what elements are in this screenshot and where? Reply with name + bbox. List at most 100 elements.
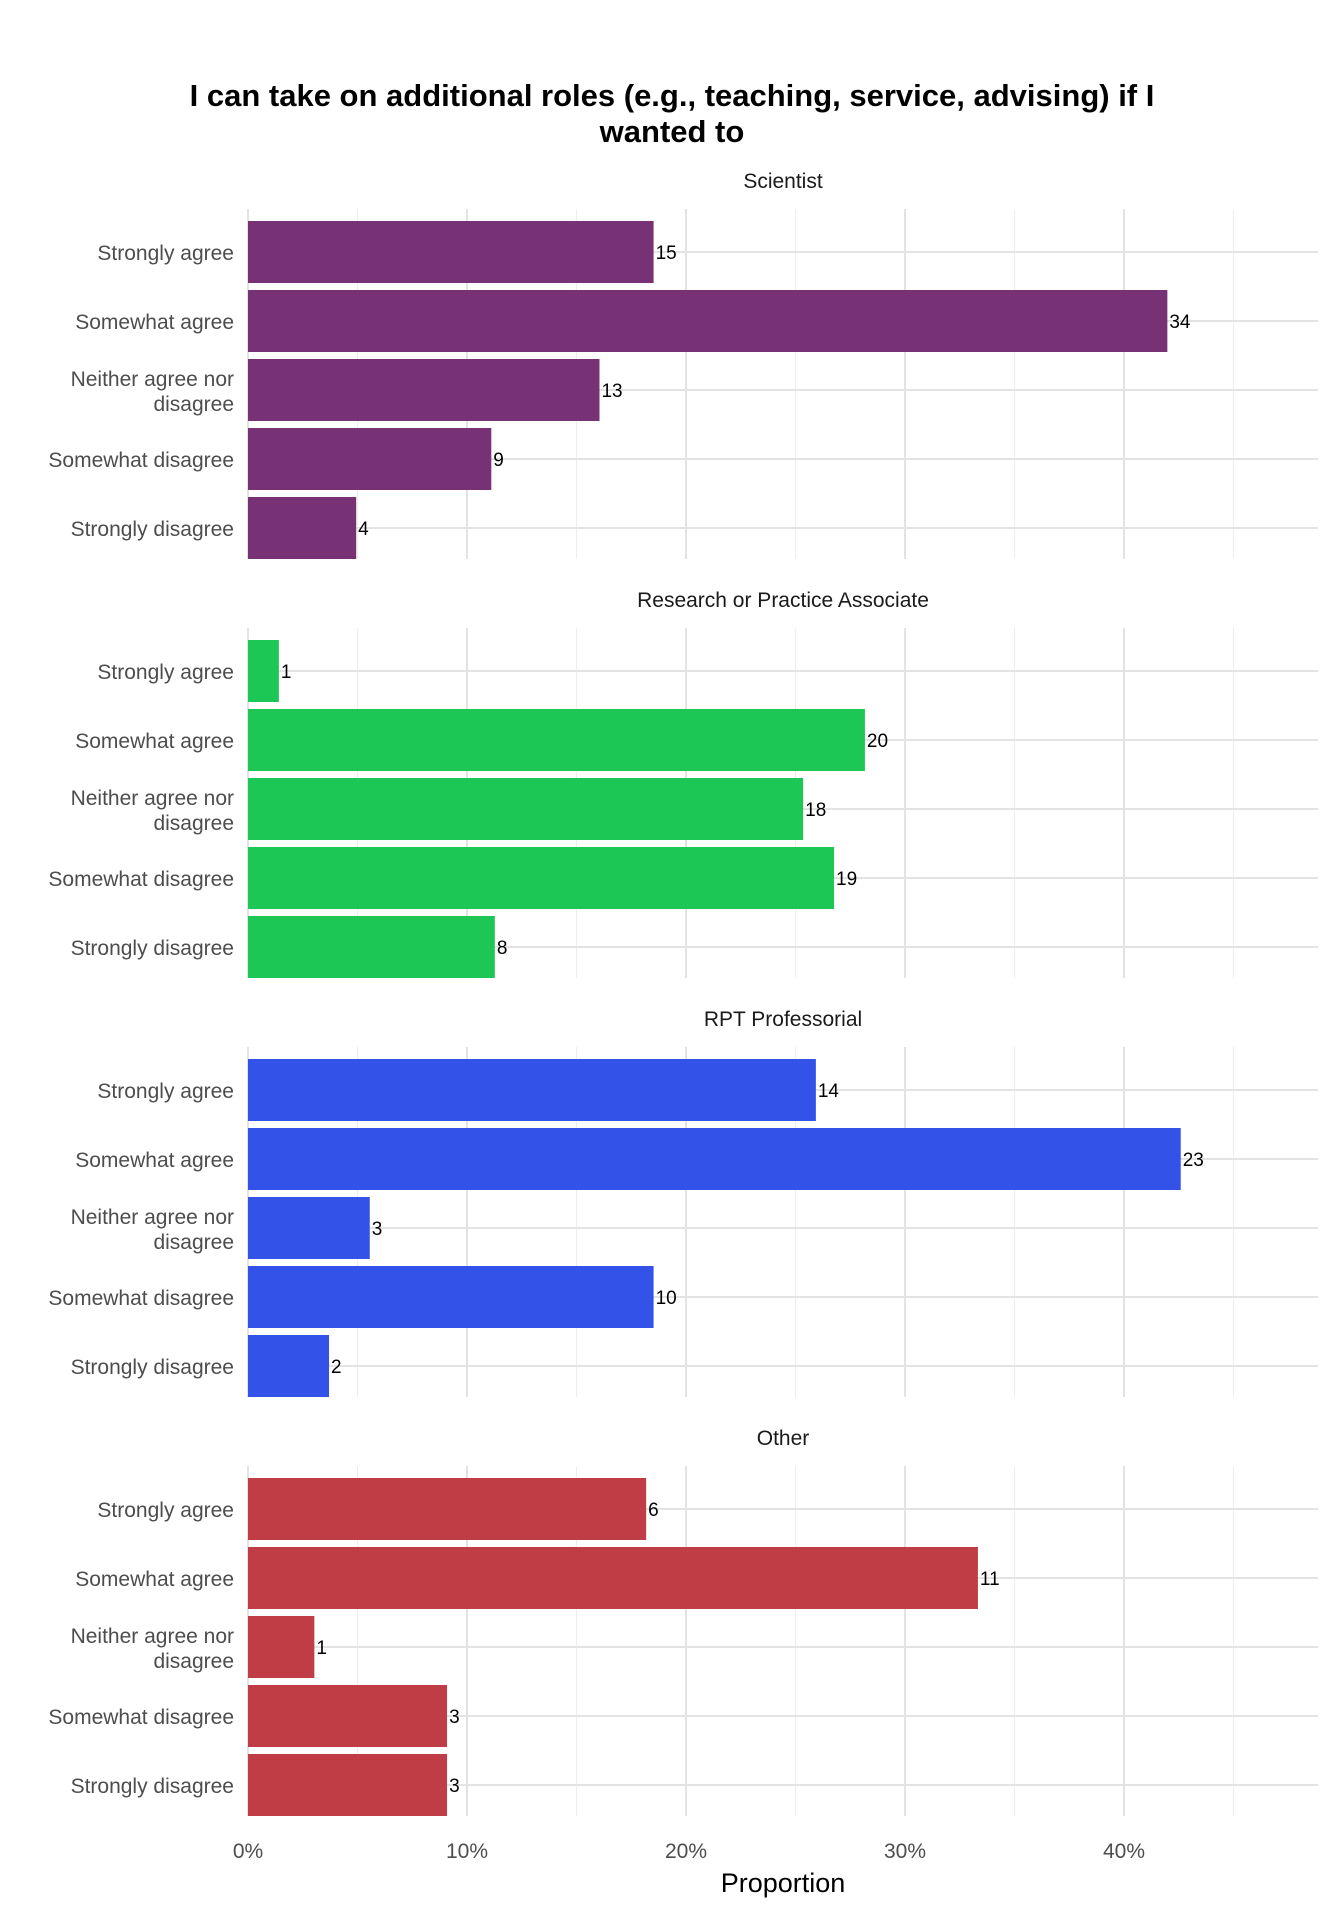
bar bbox=[248, 1616, 315, 1678]
bar-value-label: 1 bbox=[316, 1638, 327, 1659]
x-tick-label: 10% bbox=[446, 1840, 488, 1863]
panel-title: Other bbox=[757, 1427, 810, 1450]
bar-value-label: 3 bbox=[449, 1776, 460, 1797]
bar bbox=[248, 290, 1168, 352]
bar-value-label: 11 bbox=[980, 1569, 1000, 1590]
category-label-line: Somewhat disagree bbox=[48, 1706, 234, 1729]
category-label: Strongly agree bbox=[97, 242, 234, 265]
category-label-line: Somewhat agree bbox=[75, 1568, 234, 1591]
bar-value-label: 23 bbox=[1183, 1150, 1204, 1171]
category-label: Somewhat agree bbox=[75, 311, 234, 334]
category-label-line: Neither agree nor bbox=[71, 368, 234, 391]
bar bbox=[248, 1197, 370, 1259]
bar bbox=[248, 221, 654, 283]
bar-value-label: 3 bbox=[449, 1707, 460, 1728]
bar-value-label: 19 bbox=[836, 869, 857, 890]
bar-value-label: 2 bbox=[331, 1357, 342, 1378]
category-label-line: Somewhat disagree bbox=[48, 449, 234, 472]
category-label-line: Somewhat agree bbox=[75, 1149, 234, 1172]
panel-0: Scientist 15 Strongly agree 34 Somewhat agre… bbox=[48, 170, 1318, 559]
bar-value-label: 4 bbox=[358, 519, 369, 540]
bar bbox=[248, 1754, 448, 1816]
category-label: Strongly disagree bbox=[71, 518, 234, 541]
bar-value-label: 1 bbox=[281, 662, 292, 683]
category-label-line: Strongly agree bbox=[97, 661, 234, 684]
bar bbox=[248, 497, 357, 559]
category-label-line: Somewhat agree bbox=[75, 730, 234, 753]
bar bbox=[248, 640, 279, 702]
category-label: Strongly disagree bbox=[71, 1356, 234, 1379]
bar bbox=[248, 778, 804, 840]
bar-value-label: 6 bbox=[648, 1500, 659, 1521]
bar bbox=[248, 847, 835, 909]
bar-value-label: 18 bbox=[805, 800, 826, 821]
category-label-line: Strongly disagree bbox=[71, 1356, 234, 1379]
category-label: Neither agree nor disagree bbox=[71, 1206, 234, 1254]
category-label: Somewhat disagree bbox=[48, 449, 234, 472]
category-label-line: Neither agree nor bbox=[71, 1206, 234, 1229]
category-label-line: Strongly disagree bbox=[71, 1775, 234, 1798]
category-label: Strongly agree bbox=[97, 1499, 234, 1522]
bar-value-label: 13 bbox=[601, 381, 622, 402]
category-label-line: Somewhat disagree bbox=[48, 868, 234, 891]
bar-value-label: 10 bbox=[656, 1288, 677, 1309]
category-label: Neither agree nor disagree bbox=[71, 1625, 234, 1673]
category-label-line: Strongly disagree bbox=[71, 937, 234, 960]
panel-1: Research or Practice Associate 1 Strongly … bbox=[48, 589, 1318, 978]
chart-title-line-1: I can take on additional roles (e.g., te… bbox=[190, 78, 1155, 113]
category-label-line: Strongly agree bbox=[97, 1080, 234, 1103]
category-label-line: Strongly agree bbox=[97, 1499, 234, 1522]
panel-title: Research or Practice Associate bbox=[637, 589, 929, 612]
category-label: Strongly disagree bbox=[71, 1775, 234, 1798]
bar bbox=[248, 1266, 654, 1328]
x-tick-label: 40% bbox=[1103, 1840, 1145, 1863]
x-tick-label: 0% bbox=[233, 1840, 263, 1863]
category-label-line: disagree bbox=[153, 393, 234, 416]
x-axis: 0% 10% 20% 30% 40% bbox=[233, 1840, 1145, 1863]
bar bbox=[248, 1547, 978, 1609]
category-label: Somewhat disagree bbox=[48, 1706, 234, 1729]
category-label-line: Strongly agree bbox=[97, 242, 234, 265]
bar bbox=[248, 1128, 1181, 1190]
category-label: Somewhat disagree bbox=[48, 868, 234, 891]
chart-title-line-2: wanted to bbox=[599, 114, 745, 149]
bar bbox=[248, 1478, 647, 1540]
x-tick-label: 20% bbox=[665, 1840, 707, 1863]
category-label-line: Neither agree nor bbox=[71, 787, 234, 810]
category-label: Somewhat agree bbox=[75, 730, 234, 753]
category-label: Neither agree nor disagree bbox=[71, 368, 234, 416]
x-tick-label: 30% bbox=[884, 1840, 926, 1863]
panel-3: Other 6 Strongly agree 11 Somewhat agree 1 Nei… bbox=[48, 1427, 1318, 1816]
x-axis-label: Proportion bbox=[721, 1868, 846, 1898]
bar bbox=[248, 1335, 330, 1397]
bar-value-label: 8 bbox=[497, 938, 508, 959]
bar-value-label: 34 bbox=[1169, 312, 1191, 333]
panel-title: Scientist bbox=[743, 170, 823, 193]
category-label: Strongly disagree bbox=[71, 937, 234, 960]
category-label-line: disagree bbox=[153, 812, 234, 835]
category-label-line: Somewhat agree bbox=[75, 311, 234, 334]
category-label-line: Strongly disagree bbox=[71, 518, 234, 541]
category-label-line: Somewhat disagree bbox=[48, 1287, 234, 1310]
bar bbox=[248, 1059, 816, 1121]
panel-title: RPT Professorial bbox=[704, 1008, 862, 1031]
bar bbox=[248, 359, 600, 421]
category-label: Somewhat agree bbox=[75, 1149, 234, 1172]
bar bbox=[248, 709, 865, 771]
bar-value-label: 9 bbox=[493, 450, 504, 471]
category-label: Strongly agree bbox=[97, 661, 234, 684]
bar-value-label: 3 bbox=[372, 1219, 383, 1240]
bar bbox=[248, 916, 495, 978]
category-label: Somewhat disagree bbox=[48, 1287, 234, 1310]
category-label-line: disagree bbox=[153, 1650, 234, 1673]
category-label: Strongly agree bbox=[97, 1080, 234, 1103]
category-label: Somewhat agree bbox=[75, 1568, 234, 1591]
bar-value-label: 15 bbox=[656, 243, 677, 264]
bar bbox=[248, 428, 492, 490]
bar-value-label: 20 bbox=[867, 731, 888, 752]
category-label-line: disagree bbox=[153, 1231, 234, 1254]
